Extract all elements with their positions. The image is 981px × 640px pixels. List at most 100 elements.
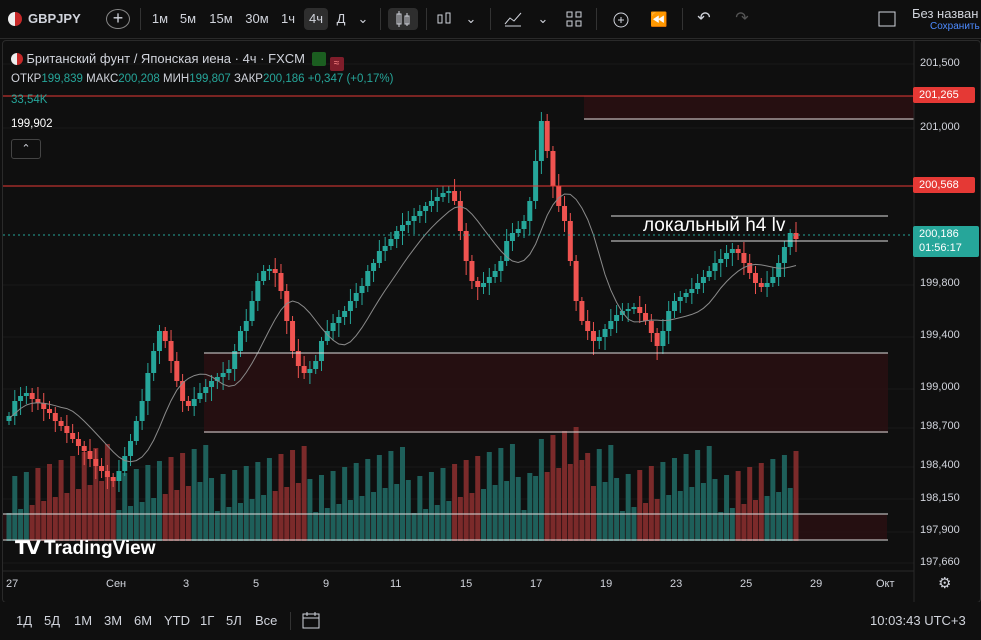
- volume-bar: [41, 501, 47, 541]
- candle-body: [87, 451, 93, 459]
- volume-bar: [261, 495, 267, 541]
- volume-bar: [47, 464, 53, 541]
- range-ytd[interactable]: YTD: [164, 613, 190, 628]
- legend-logo-icon: [11, 53, 23, 65]
- symbol-search-button[interactable]: GBPJPY: [28, 11, 81, 26]
- volume-bar: [180, 453, 186, 541]
- candle-body: [527, 201, 533, 221]
- candle-body: [446, 191, 452, 193]
- volume-bar: [376, 455, 382, 541]
- candle-body: [706, 271, 712, 277]
- candle-body: [174, 361, 180, 381]
- candle-body: [359, 286, 365, 293]
- range-5d[interactable]: 5Д: [44, 613, 61, 628]
- layout-name[interactable]: Без назван: [912, 6, 979, 21]
- interval-dropdown-icon[interactable]: ⌄: [357, 11, 369, 26]
- range-3m[interactable]: 3М: [104, 613, 123, 628]
- candles-chart-type-icon[interactable]: [388, 8, 418, 30]
- volume-bar: [677, 491, 683, 541]
- undo-icon[interactable]: ↶: [697, 10, 711, 27]
- candle-body: [423, 206, 429, 211]
- legend-title[interactable]: Британский фунт / Японская иена · 4ч · F…: [26, 51, 305, 66]
- indicators-icon[interactable]: [500, 8, 526, 30]
- interval-1m[interactable]: 1м: [151, 11, 169, 26]
- volume-bar: [492, 485, 498, 541]
- range-6m[interactable]: 6М: [134, 613, 153, 628]
- volume-bar: [18, 509, 24, 541]
- range-5y[interactable]: 5Л: [226, 613, 242, 628]
- clock-timezone[interactable]: 10:03:43 UTC+3: [870, 613, 966, 628]
- indicators-dropdown-icon[interactable]: ⌄: [537, 11, 549, 26]
- volume-bar: [371, 492, 377, 541]
- volume-bar: [573, 427, 579, 541]
- open-value: 199,839: [41, 73, 83, 85]
- replay-icon[interactable]: ⏪: [650, 11, 668, 27]
- range-all[interactable]: Все: [255, 613, 278, 628]
- chart-pane[interactable]: Британский фунт / Японская иена · 4ч · F…: [2, 40, 981, 603]
- interval-30m[interactable]: 30м: [245, 11, 269, 26]
- range-1d[interactable]: 1Д: [16, 613, 33, 628]
- candle-body: [278, 273, 284, 291]
- candle-body: [168, 341, 174, 361]
- annotation-label[interactable]: локальный h4 lv: [643, 215, 786, 236]
- redo-icon[interactable]: ↷: [735, 10, 749, 27]
- volume-bar: [359, 496, 365, 541]
- alert-add-icon[interactable]: [608, 8, 634, 30]
- volume-bar: [295, 483, 301, 541]
- go-to-date-calendar-icon[interactable]: [302, 611, 320, 634]
- interval-15m[interactable]: 15м: [209, 11, 233, 26]
- add-symbol-button[interactable]: +: [106, 9, 130, 29]
- candle-body: [110, 477, 116, 481]
- volume-bar: [654, 499, 660, 541]
- chart-type-dropdown-icon[interactable]: ⌄: [465, 11, 477, 26]
- candle-body: [556, 186, 562, 206]
- candle-body: [608, 321, 614, 329]
- range-1y[interactable]: 1Г: [200, 613, 215, 628]
- candle-body: [75, 439, 81, 446]
- interval-5m[interactable]: 5м: [179, 11, 197, 26]
- volume-bar: [122, 473, 128, 541]
- candle-body: [637, 307, 643, 313]
- candle-body: [752, 273, 758, 283]
- time-tick: 9: [323, 578, 330, 590]
- collapse-legend-button[interactable]: ⌃: [11, 139, 41, 159]
- candle-body: [781, 247, 787, 263]
- volume-bar: [70, 456, 76, 541]
- price-chart[interactable]: [3, 41, 980, 602]
- volume-bar: [643, 503, 649, 541]
- layout-menu-icon[interactable]: [876, 8, 898, 30]
- volume-bar: [197, 482, 203, 541]
- candle-body: [776, 263, 782, 277]
- candle-body: [498, 261, 504, 271]
- volume-bar: [735, 471, 741, 541]
- volume-bar: [700, 483, 706, 541]
- range-1m[interactable]: 1М: [74, 613, 93, 628]
- candle-body: [770, 277, 776, 283]
- candle-body: [614, 315, 620, 321]
- volume-bar: [752, 500, 758, 541]
- chart-settings-gear-icon[interactable]: ⚙: [938, 575, 952, 592]
- volume-bar: [556, 468, 562, 541]
- volume-bar: [214, 511, 220, 541]
- candle-body: [394, 231, 400, 239]
- volume-bar: [747, 467, 753, 541]
- layout-grid-icon[interactable]: [562, 8, 586, 30]
- hollow-candles-icon[interactable]: [432, 8, 456, 30]
- save-status[interactable]: Сохранить: [930, 21, 980, 32]
- volume-bar: [452, 464, 458, 541]
- volume-bar: [278, 454, 284, 541]
- volume-bar: [388, 451, 394, 541]
- candle-body: [313, 361, 319, 369]
- candle-body: [689, 289, 695, 293]
- volume-bar: [712, 479, 718, 541]
- interval-1d[interactable]: Д: [336, 11, 346, 26]
- volume-bar: [683, 454, 689, 541]
- volume-bar: [596, 449, 602, 541]
- bottom-toolbar: 1Д 5Д 1М 3М 6М YTD 1Г 5Л Все 10:03:43 UT…: [0, 602, 981, 640]
- interval-4h[interactable]: 4ч: [304, 8, 328, 30]
- candle-body: [747, 263, 753, 273]
- candle-body: [336, 317, 342, 323]
- interval-1h[interactable]: 1ч: [280, 11, 295, 26]
- volume-bar: [81, 452, 87, 541]
- volume-bar: [168, 457, 174, 541]
